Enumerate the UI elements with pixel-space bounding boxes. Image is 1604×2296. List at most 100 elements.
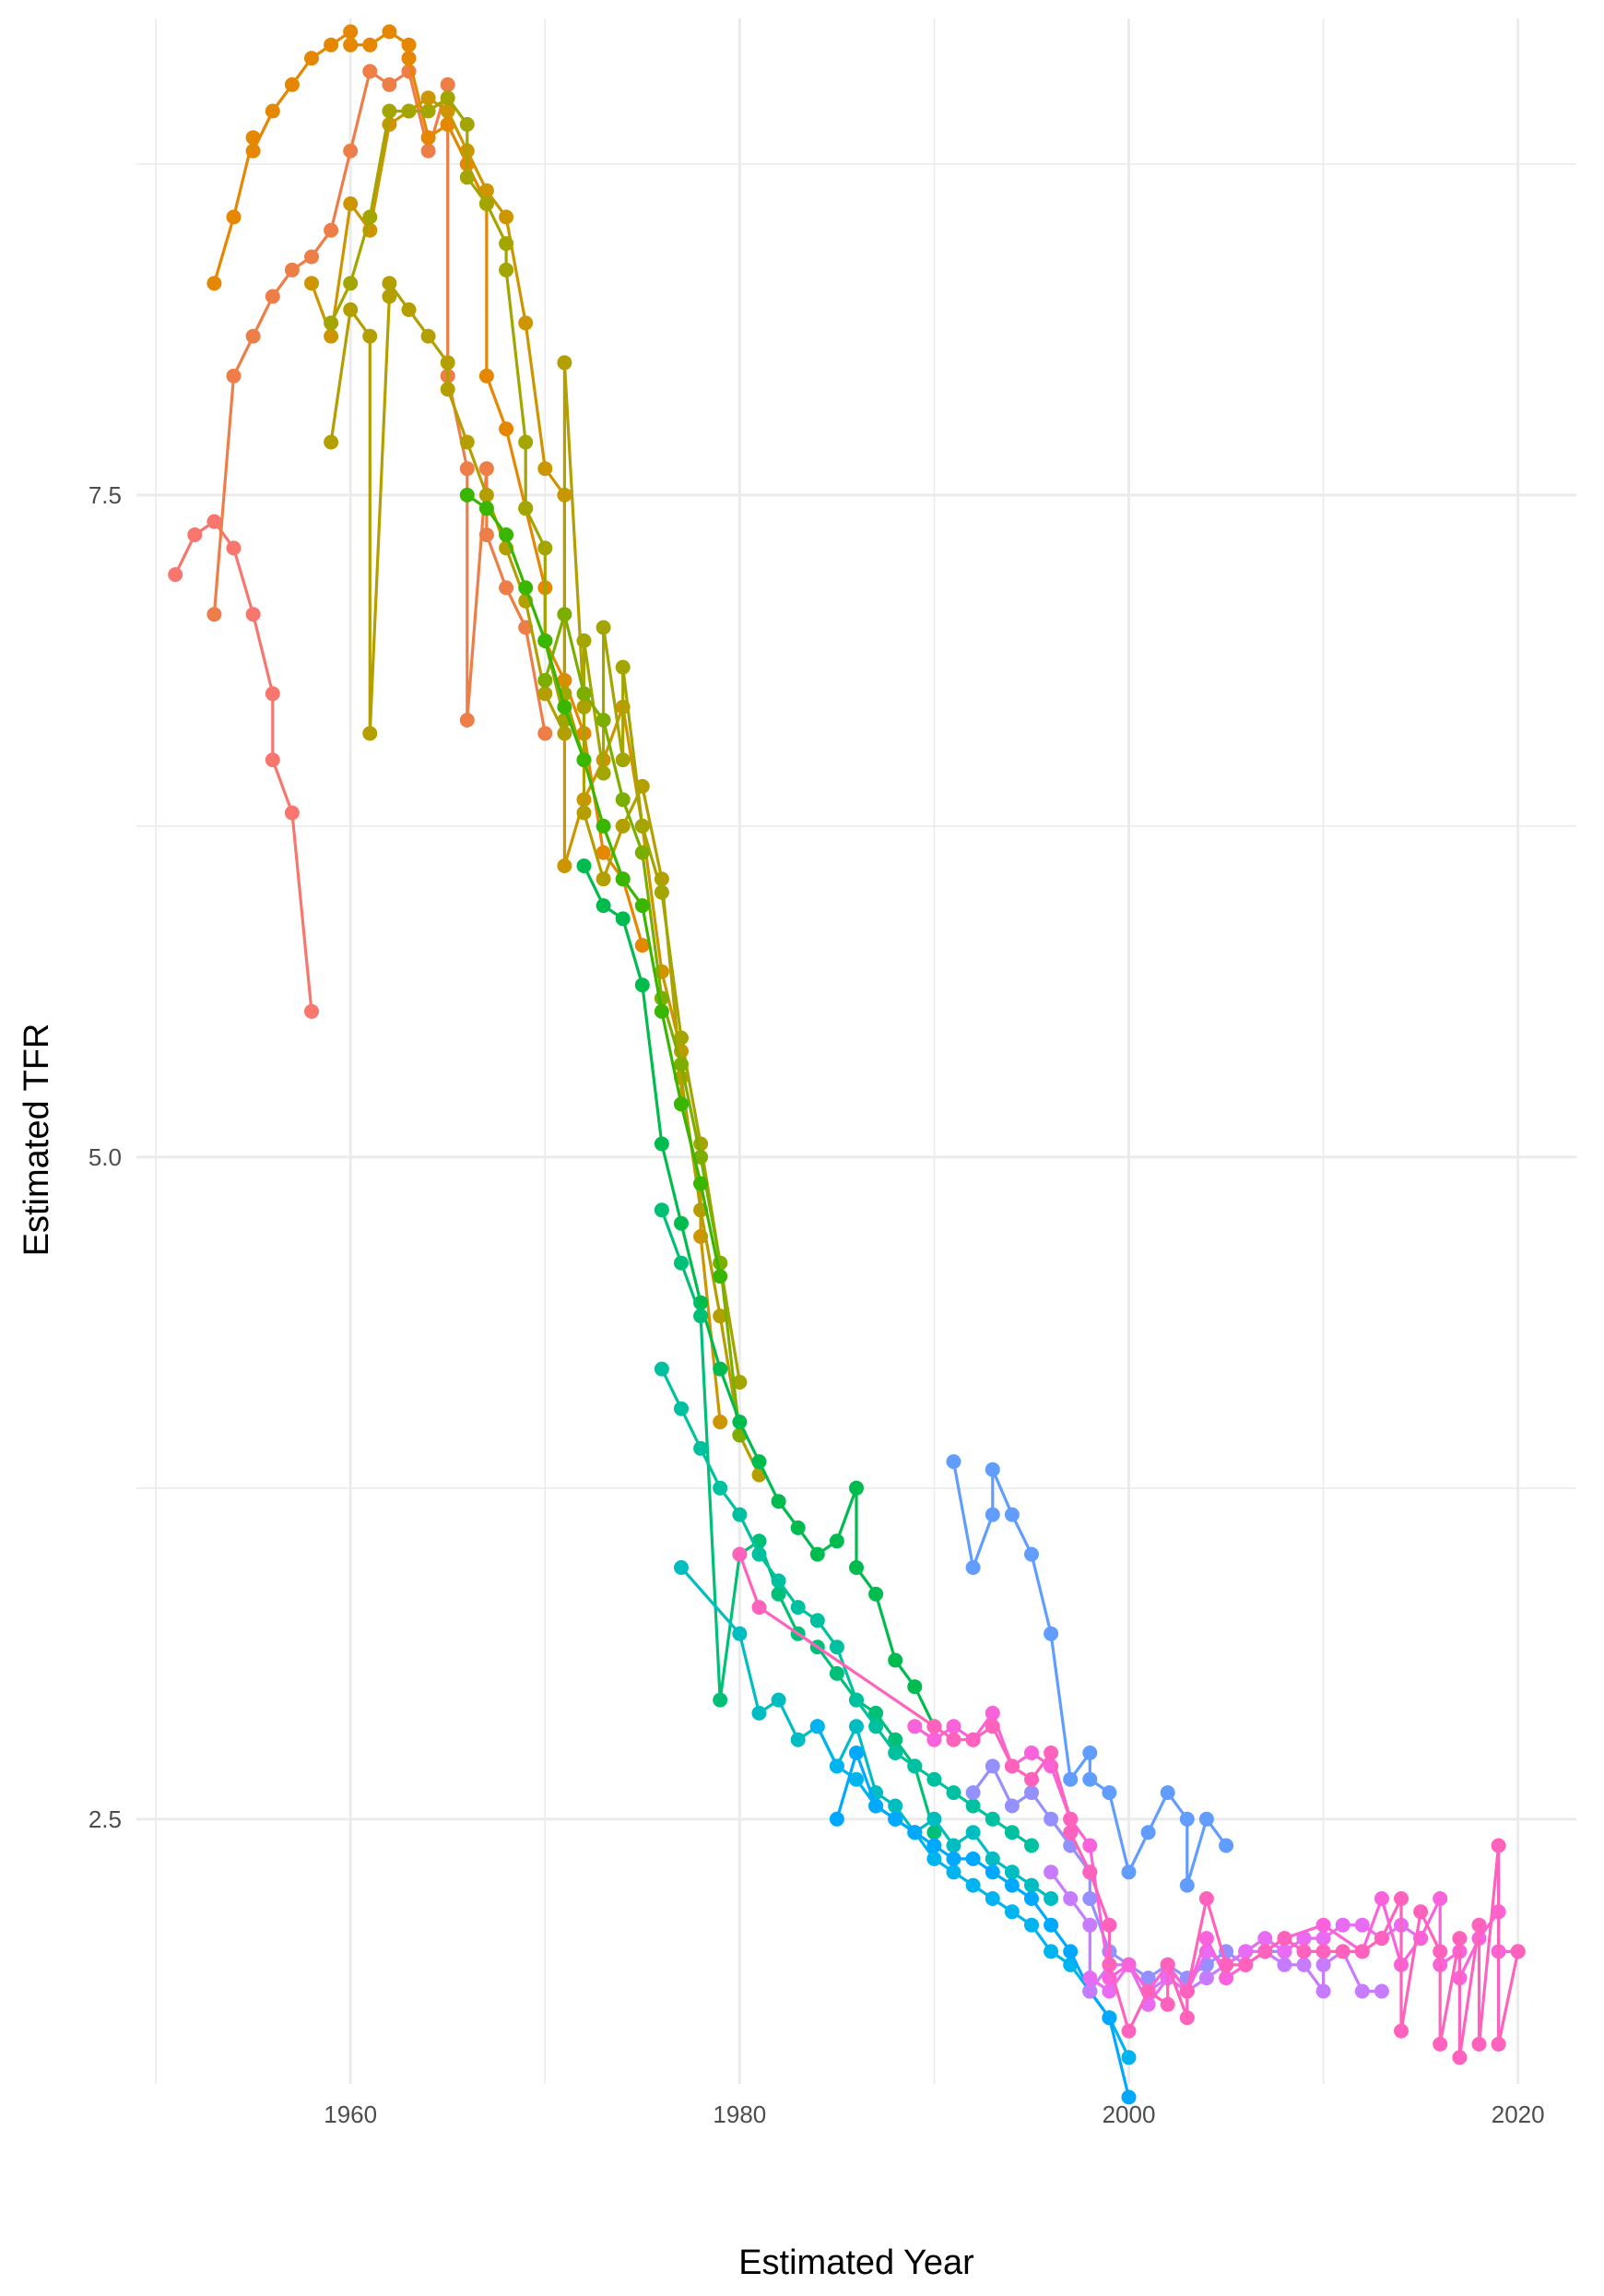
data-point — [674, 1401, 689, 1416]
data-point — [771, 1692, 786, 1708]
data-point — [537, 672, 553, 688]
data-point — [284, 77, 300, 92]
data-point — [1082, 1983, 1098, 1999]
data-point — [1004, 1877, 1020, 1893]
data-point — [634, 818, 650, 834]
data-point — [1121, 2023, 1137, 2039]
data-point — [615, 871, 631, 887]
data-point — [168, 567, 183, 583]
data-point — [732, 1626, 748, 1641]
data-point — [1354, 1944, 1370, 1959]
data-point — [634, 977, 650, 993]
data-point — [440, 103, 455, 119]
data-point — [1491, 1838, 1506, 1853]
data-point — [1296, 1944, 1312, 1959]
data-point — [985, 1864, 1000, 1880]
data-point — [1277, 1931, 1292, 1947]
data-point — [557, 858, 572, 873]
data-point — [732, 1414, 748, 1430]
data-point — [868, 1719, 884, 1734]
data-point — [809, 1546, 825, 1562]
data-point — [907, 1825, 923, 1840]
data-point — [829, 1665, 844, 1681]
data-point — [751, 1705, 767, 1721]
data-point — [654, 1003, 669, 1019]
data-point — [324, 222, 339, 238]
data-point — [557, 355, 572, 371]
data-point — [634, 845, 650, 860]
data-point — [868, 1705, 884, 1721]
data-point — [1277, 1944, 1292, 1959]
data-point — [1102, 1983, 1117, 1999]
data-point — [1374, 1931, 1389, 1947]
data-point — [596, 898, 611, 914]
data-point — [849, 1746, 864, 1760]
data-point — [362, 209, 378, 225]
data-point — [654, 884, 669, 900]
data-point — [1044, 1626, 1059, 1641]
data-point — [343, 24, 359, 40]
data-point — [459, 487, 475, 503]
data-point — [1374, 1891, 1389, 1906]
data-point — [888, 1798, 903, 1814]
data-point — [343, 196, 359, 211]
data-point — [557, 607, 572, 622]
x-tick-labels: 1960 1980 2000 2020 — [324, 2101, 1544, 2128]
data-point — [674, 1215, 689, 1231]
data-point — [1082, 1917, 1098, 1933]
data-point — [1024, 1838, 1039, 1853]
data-point — [362, 37, 378, 53]
data-point — [576, 633, 592, 648]
data-point — [1413, 1904, 1429, 1920]
data-point — [1160, 1996, 1175, 2012]
data-point — [965, 1785, 981, 1801]
data-point — [926, 1771, 942, 1787]
data-point — [829, 1639, 844, 1655]
data-point — [401, 37, 417, 53]
data-point — [1121, 2089, 1137, 2105]
data-point — [576, 686, 592, 702]
data-point — [440, 77, 455, 92]
data-point — [420, 103, 436, 119]
data-point — [1238, 1944, 1254, 1959]
data-point — [459, 713, 475, 728]
data-point — [985, 1507, 1000, 1522]
data-point — [1044, 1917, 1059, 1933]
y-tick-label: 5.0 — [88, 1143, 122, 1171]
data-point — [1315, 1917, 1331, 1933]
data-point — [245, 143, 261, 159]
data-point — [1452, 2050, 1468, 2065]
data-point — [557, 726, 572, 741]
series-3 — [206, 24, 650, 953]
data-point — [1471, 1917, 1487, 1933]
data-point — [1257, 1931, 1273, 1947]
data-point — [849, 1480, 864, 1496]
data-point — [965, 1851, 981, 1866]
data-point — [1140, 1825, 1156, 1840]
data-point — [1121, 1957, 1137, 1972]
data-point — [985, 1705, 1000, 1721]
data-point — [946, 1732, 961, 1747]
data-point — [1198, 1891, 1214, 1906]
data-point — [557, 699, 572, 715]
data-point — [713, 1414, 728, 1430]
data-point — [420, 90, 436, 106]
series-5 — [324, 276, 767, 1483]
data-point — [1140, 1971, 1156, 1986]
series-6 — [324, 90, 748, 1390]
data-point — [1024, 1877, 1039, 1893]
data-point — [401, 302, 417, 317]
data-point — [1082, 1864, 1098, 1880]
data-point — [440, 382, 455, 397]
data-point — [245, 607, 261, 622]
data-point — [499, 527, 514, 542]
data-point — [771, 1586, 786, 1602]
data-point — [1160, 1957, 1175, 1972]
data-point — [926, 1825, 942, 1840]
data-point — [713, 1692, 728, 1708]
data-point — [926, 1811, 942, 1827]
data-point — [654, 1361, 669, 1377]
data-point — [1471, 2036, 1487, 2052]
data-point — [1179, 1877, 1195, 1893]
data-point — [478, 196, 494, 211]
